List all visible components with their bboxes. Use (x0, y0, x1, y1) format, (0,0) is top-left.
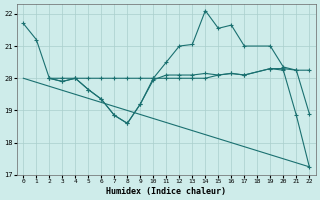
X-axis label: Humidex (Indice chaleur): Humidex (Indice chaleur) (106, 187, 226, 196)
